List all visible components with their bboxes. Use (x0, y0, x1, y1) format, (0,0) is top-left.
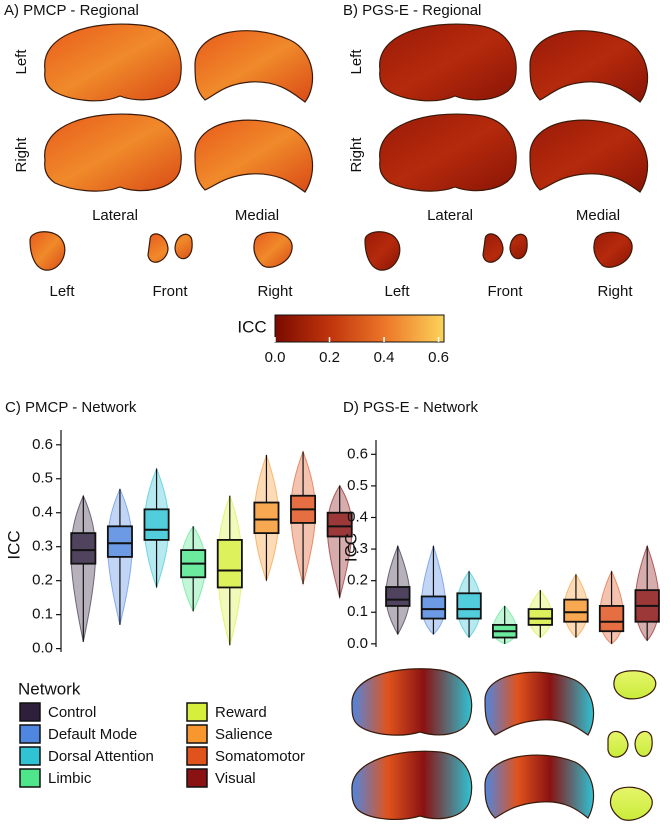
brain-images-a (29, 23, 314, 271)
colorbar-tick-label: 0.4 (374, 349, 395, 366)
y-tick-label: 0.4 (347, 508, 368, 525)
chart-title: C) PMCP - Network (5, 399, 137, 416)
legend-label: Default Mode (48, 726, 137, 743)
view-label: Left (49, 283, 75, 300)
legend-swatch (19, 702, 41, 722)
panel-title: A) PMCP - Regional (4, 2, 139, 19)
legend-label: Reward (215, 704, 267, 721)
y-tick-label: 0.6 (32, 436, 53, 453)
y-tick-label: 0.3 (32, 538, 53, 555)
y-tick-label: 0.0 (32, 640, 53, 657)
box (253, 501, 280, 535)
y-tick-label: 0.3 (347, 540, 368, 557)
box (143, 508, 170, 541)
legend-label: Visual (215, 770, 256, 787)
legend-swatch (19, 768, 41, 788)
box (420, 595, 447, 620)
colorbar-label: ICC (237, 317, 266, 336)
box (216, 539, 243, 589)
colorbar-tick-label: 0.2 (319, 349, 340, 366)
y-tick-label: 0.1 (32, 606, 53, 623)
y-tick-label: 0.2 (347, 572, 368, 589)
y-tick-label: 0.6 (347, 445, 368, 462)
box (456, 592, 482, 620)
legend-label: Somatomotor (215, 748, 305, 765)
view-label: Left (384, 283, 410, 300)
column-label: Medial (576, 207, 620, 224)
box (598, 605, 625, 633)
panel-title: B) PGS-E - Regional (343, 2, 481, 19)
view-label: Right (597, 283, 633, 300)
y-axis-label: ICC (4, 530, 23, 559)
view-label: Right (257, 283, 293, 300)
row-label: Left (13, 49, 30, 75)
legend-swatch (186, 746, 208, 766)
box (563, 598, 589, 623)
legend-swatch (186, 724, 208, 744)
box (106, 525, 133, 558)
box (70, 532, 97, 565)
box (326, 511, 353, 538)
column-label: Lateral (92, 207, 138, 224)
row-label: Right (13, 137, 30, 173)
y-tick-label: 0.5 (347, 477, 368, 494)
colorbar-tick-label: 0.6 (428, 349, 449, 366)
y-tick-label: 0.0 (347, 635, 368, 652)
legend-label: Limbic (48, 770, 92, 787)
row-label: Left (348, 49, 365, 75)
row-label: Right (348, 137, 365, 173)
brain-images-b (364, 23, 649, 271)
legend-swatch (186, 702, 208, 722)
y-tick-label: 0.2 (32, 572, 53, 589)
legend-label: Salience (215, 726, 273, 743)
legend-swatch (186, 768, 208, 788)
legend-swatch (19, 724, 41, 744)
y-tick-label: 0.5 (32, 470, 53, 487)
network-brain-images (351, 668, 657, 821)
colorbar (274, 314, 445, 343)
chart-title: D) PGS-E - Network (343, 399, 479, 416)
view-label: Front (152, 283, 188, 300)
legend-title: Network (18, 679, 81, 698)
box (385, 586, 411, 607)
legend-swatch (19, 746, 41, 766)
column-label: Lateral (427, 207, 473, 224)
y-tick-label: 0.1 (347, 603, 368, 620)
box (527, 608, 553, 626)
legend-label: Control (48, 704, 96, 721)
y-tick-label: 0.4 (32, 504, 53, 521)
view-label: Front (487, 283, 523, 300)
y-axis-label: ICC (341, 533, 360, 562)
colorbar-tick-label: 0.0 (265, 349, 286, 366)
column-label: Medial (235, 207, 279, 224)
legend-label: Dorsal Attention (48, 748, 154, 765)
